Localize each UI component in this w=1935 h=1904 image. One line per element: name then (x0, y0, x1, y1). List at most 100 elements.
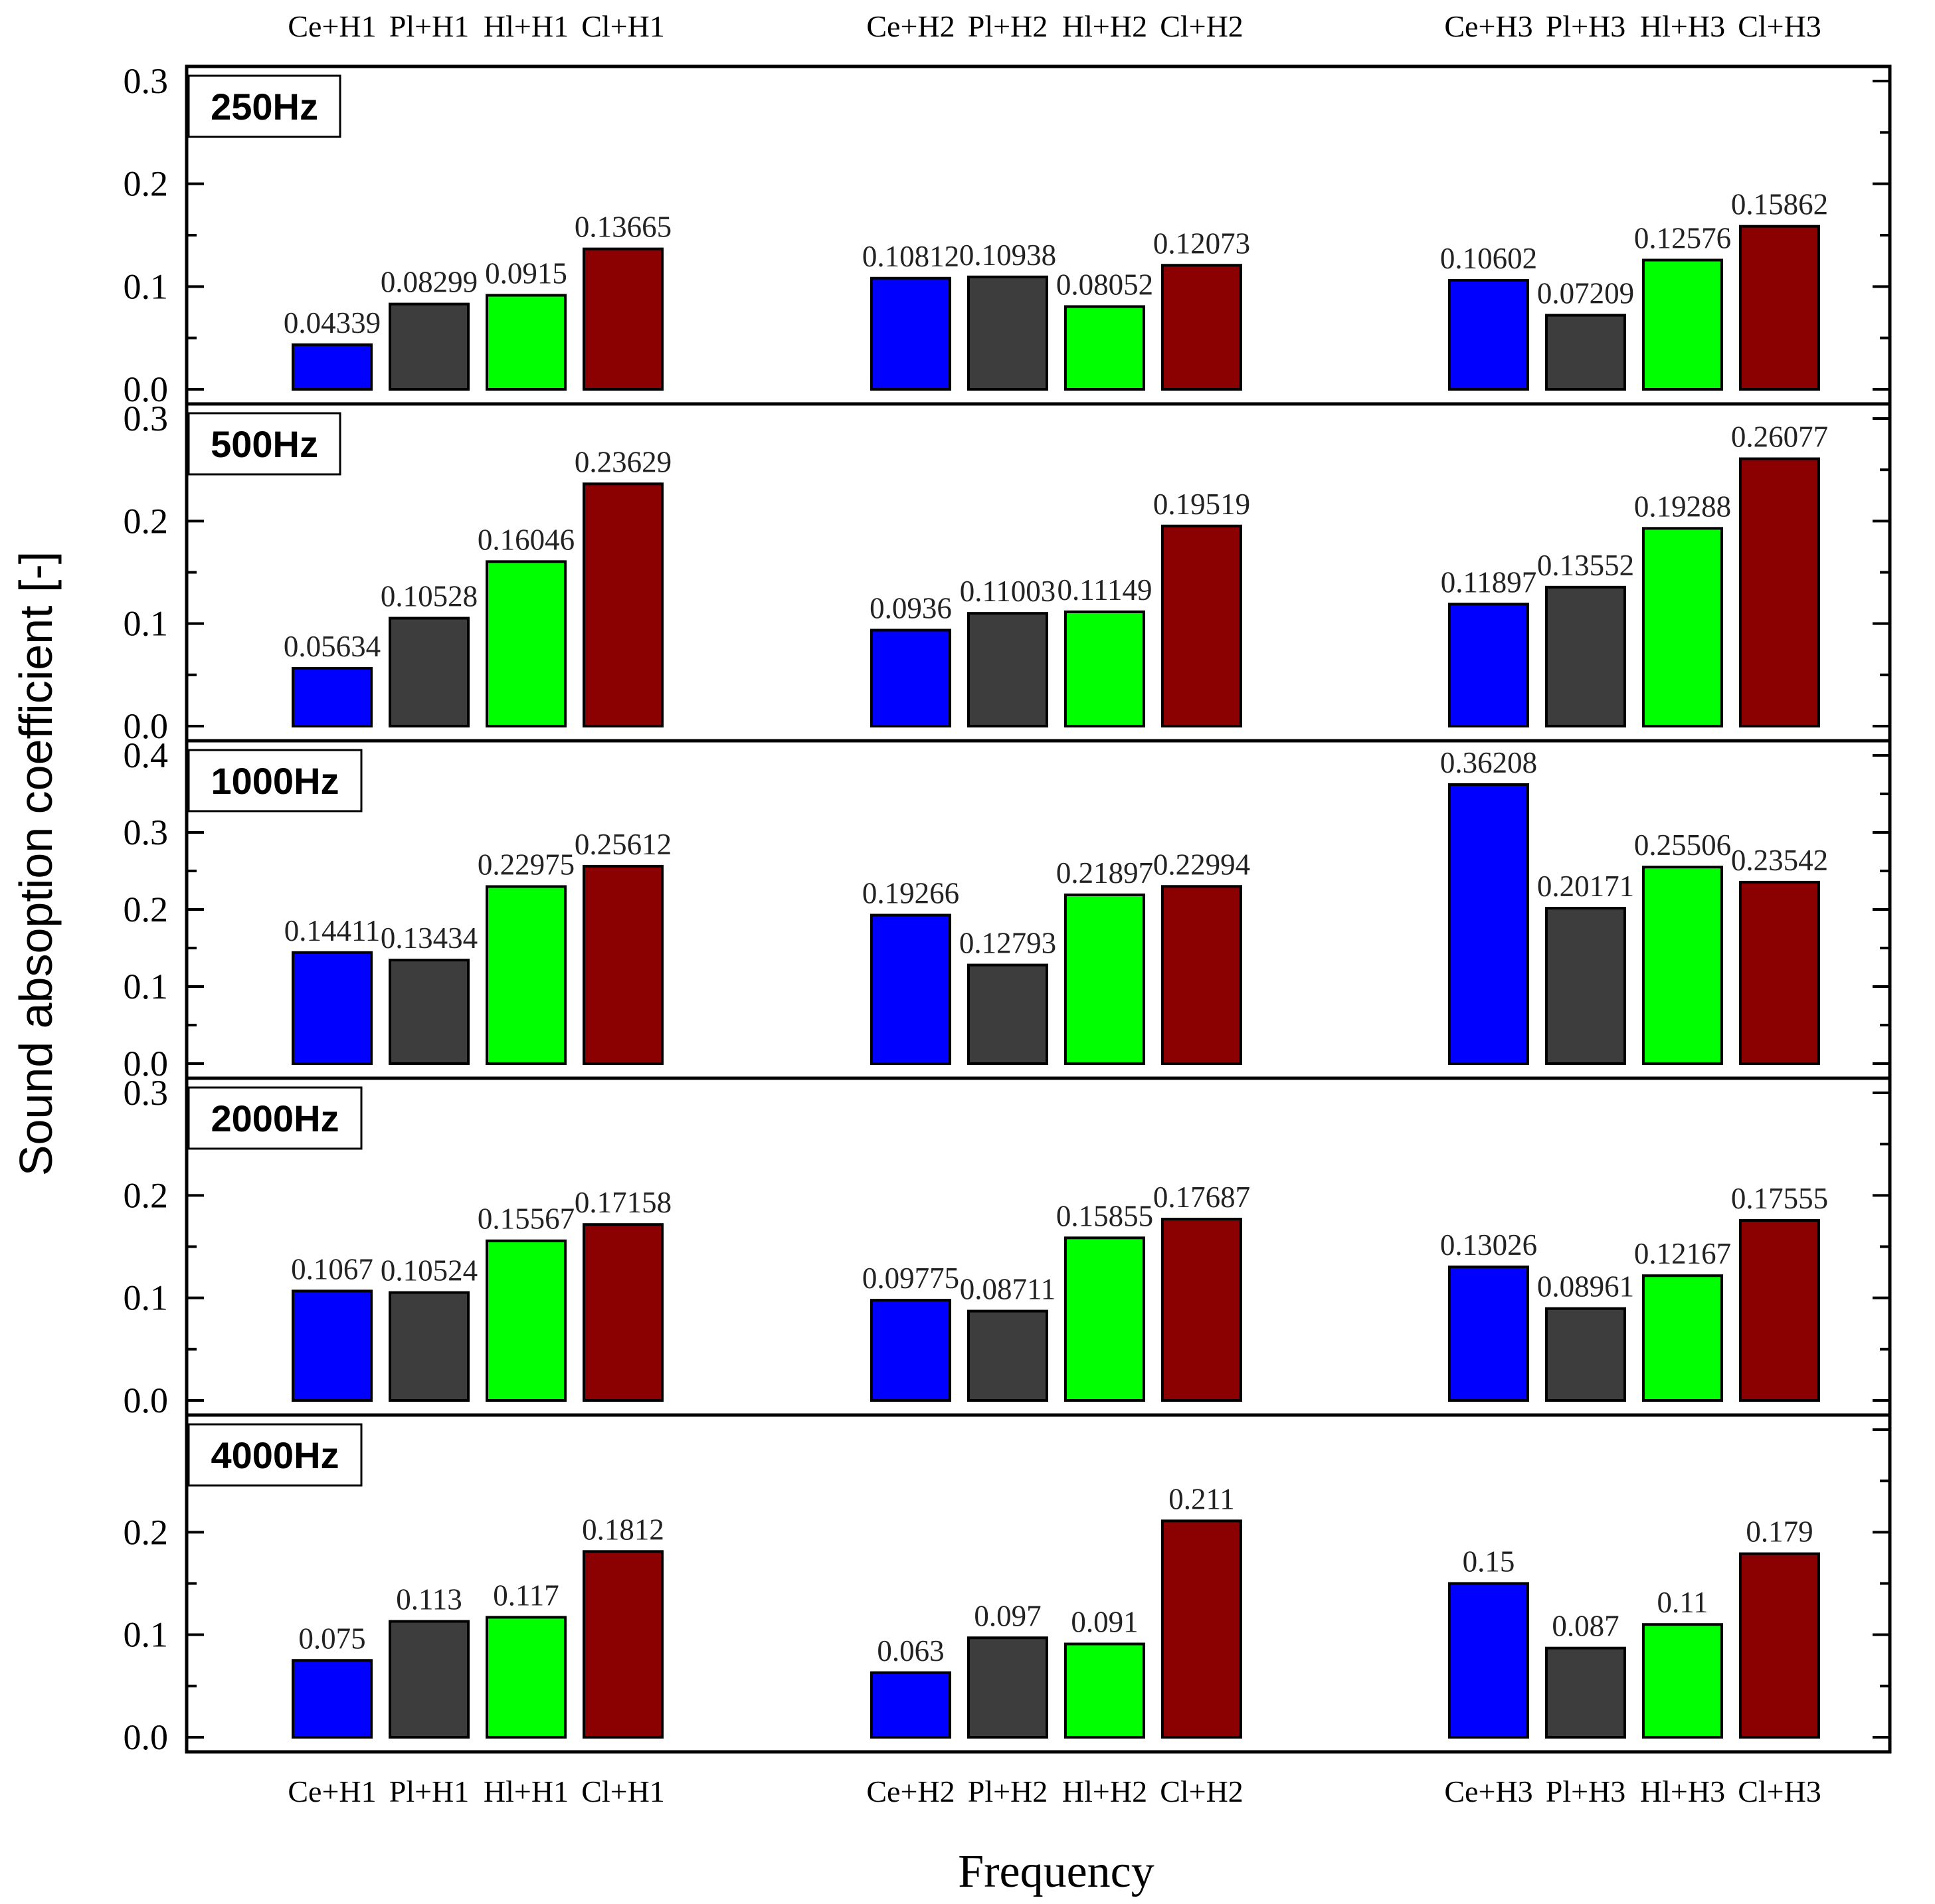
category-label-bottom: Ce+H3 (1444, 1774, 1532, 1808)
bar-Hl+H1-4000Hz (486, 1616, 567, 1739)
category-label-bottom: Hl+H3 (1640, 1774, 1725, 1808)
y-tick-label: 0.0 (124, 369, 169, 409)
category-label-top: Cl+H3 (1738, 9, 1821, 43)
category-label-top: Ce+H2 (866, 9, 955, 43)
data-label: 0.0936 (870, 592, 952, 625)
data-label: 0.12073 (1153, 227, 1250, 260)
data-label: 0.12576 (1634, 221, 1731, 254)
data-label: 0.17158 (575, 1186, 672, 1219)
data-label: 0.22994 (1153, 848, 1250, 881)
category-label-bottom: Pl+H1 (389, 1774, 470, 1808)
data-label: 0.19266 (862, 877, 959, 910)
x-axis-title: Frequency (958, 1846, 1154, 1897)
category-label-top: Hl+H1 (484, 9, 569, 43)
bar-Hl+H2-2000Hz (1064, 1236, 1145, 1402)
data-label: 0.08961 (1537, 1270, 1634, 1303)
bar-Hl+H1-2000Hz (486, 1239, 567, 1402)
bar-Cl+H2-1000Hz (1161, 885, 1242, 1066)
data-label: 0.16046 (478, 523, 575, 556)
data-label: 0.117 (493, 1578, 559, 1612)
y-tick-label: 0.4 (124, 735, 169, 775)
data-label: 0.26077 (1731, 421, 1828, 454)
category-label-top: Hl+H2 (1062, 9, 1147, 43)
category-label-bottom: Ce+H2 (866, 1774, 955, 1808)
category-label-bottom: Pl+H2 (968, 1774, 1048, 1808)
bar-Ce+H1-1000Hz (292, 951, 373, 1065)
panel-label-box: 500Hz (187, 412, 341, 476)
bar-Hl+H1-1000Hz (486, 885, 567, 1065)
category-label-bottom: Hl+H1 (484, 1774, 569, 1808)
bar-Pl+H3-2000Hz (1545, 1307, 1626, 1402)
bar-Ce+H1-2000Hz (292, 1289, 373, 1402)
data-label: 0.07209 (1537, 277, 1634, 310)
bar-Cl+H1-2000Hz (583, 1223, 664, 1402)
bar-Cl+H1-250Hz (583, 247, 664, 391)
y-tick-label: 0.2 (124, 890, 169, 929)
bar-Cl+H3-500Hz (1739, 457, 1820, 728)
data-label: 0.11003 (960, 575, 1056, 608)
bar-Ce+H1-500Hz (292, 667, 373, 727)
panel-label-frame (187, 749, 363, 812)
y-tick-label: 0.1 (124, 266, 169, 306)
bar-Hl+H3-4000Hz (1642, 1623, 1723, 1739)
category-label-bottom: Ce+H1 (288, 1774, 376, 1808)
bottom-category-labels: Ce+H1 Pl+H1 Hl+H1 Cl+H1 Ce+H2 Pl+H2 Hl+H2 Cl+H2… (288, 1774, 1821, 1808)
data-label: 0.08299 (381, 266, 478, 299)
panel-label: 500Hz (211, 423, 318, 465)
bar-Cl+H1-4000Hz (583, 1550, 664, 1739)
bar-Cl+H3-1000Hz (1739, 880, 1820, 1066)
bar-Cl+H2-250Hz (1161, 264, 1242, 391)
category-label-top: Cl+H1 (581, 9, 665, 43)
data-label: 0.19519 (1153, 488, 1250, 521)
data-label: 0.08052 (1056, 268, 1153, 301)
data-label: 0.211 (1168, 1482, 1235, 1515)
data-label: 0.091 (1071, 1606, 1138, 1639)
data-label: 0.20171 (1537, 870, 1634, 903)
category-label-top: Pl+H3 (1546, 9, 1626, 43)
data-label: 0.12793 (959, 927, 1056, 960)
data-label: 0.10602 (1440, 242, 1537, 275)
bar-Ce+H2-4000Hz (870, 1671, 951, 1739)
bar-Pl+H2-1000Hz (967, 963, 1048, 1065)
data-label: 0.13026 (1440, 1228, 1537, 1262)
bar-Cl+H3-2000Hz (1739, 1219, 1820, 1402)
y-tick-label: 0.2 (124, 164, 169, 204)
bar-Hl+H1-500Hz (486, 560, 567, 728)
category-label-top: Pl+H2 (968, 9, 1048, 43)
data-label: 0.09775 (862, 1262, 959, 1295)
bar-Pl+H1-1000Hz (389, 959, 470, 1066)
top-category-labels: Ce+H1 Pl+H1 Hl+H1 Cl+H1 Ce+H2 Pl+H2 Hl+H2 Cl+H2… (288, 9, 1821, 43)
panel-label-frame (187, 1423, 363, 1487)
y-tick-label: 0.3 (124, 399, 169, 438)
data-label: 0.12167 (1634, 1237, 1731, 1270)
category-label-top: Cl+H2 (1160, 9, 1244, 43)
bar-Pl+H3-250Hz (1545, 314, 1626, 391)
bar-Hl+H2-1000Hz (1064, 893, 1145, 1065)
category-label-bottom: Pl+H3 (1546, 1774, 1626, 1808)
data-label: 0.17687 (1153, 1181, 1250, 1214)
bar-Ce+H2-2000Hz (870, 1299, 951, 1402)
data-label: 0.1067 (291, 1252, 373, 1285)
data-label: 0.17555 (1731, 1182, 1828, 1215)
data-label: 0.14411 (284, 914, 381, 947)
data-label: 0.25506 (1634, 828, 1731, 862)
category-label-bottom: Cl+H2 (1160, 1774, 1244, 1808)
bar-Pl+H3-1000Hz (1545, 907, 1626, 1065)
bar-Hl+H3-2000Hz (1642, 1274, 1723, 1402)
bar-Pl+H3-500Hz (1545, 585, 1626, 727)
data-label: 0.22975 (478, 848, 575, 881)
bar-Ce+H3-500Hz (1448, 603, 1529, 728)
bar-Hl+H3-500Hz (1642, 527, 1723, 727)
bar-Pl+H1-250Hz (389, 302, 470, 391)
y-axis-title: Sound absoption coefficient [-] (10, 551, 62, 1176)
data-label: 0.10524 (381, 1254, 478, 1287)
category-label-bottom: Cl+H3 (1738, 1774, 1821, 1808)
data-label: 0.10938 (959, 238, 1056, 272)
bar-Hl+H3-250Hz (1642, 258, 1723, 391)
data-label: 0.113 (396, 1583, 462, 1616)
y-tick-label: 0.3 (124, 812, 169, 852)
